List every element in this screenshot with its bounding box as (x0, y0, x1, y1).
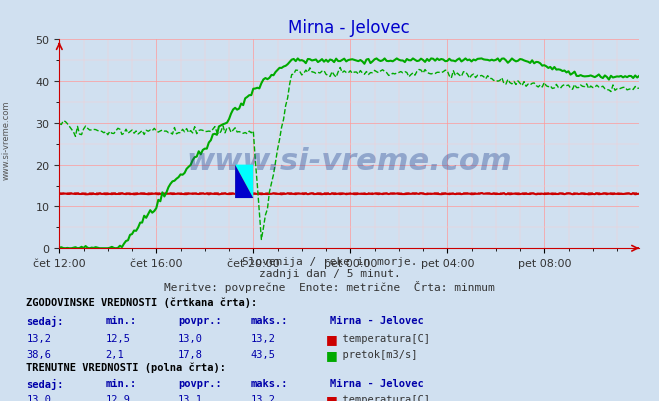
Text: sedaj:: sedaj: (26, 378, 64, 389)
Text: ■: ■ (326, 348, 338, 361)
Text: sedaj:: sedaj: (26, 315, 64, 326)
Text: temperatura[C]: temperatura[C] (330, 333, 430, 343)
Text: zadnji dan / 5 minut.: zadnji dan / 5 minut. (258, 269, 401, 279)
Text: temperatura[C]: temperatura[C] (330, 394, 430, 401)
Text: povpr.:: povpr.: (178, 315, 221, 325)
Text: 43,5: 43,5 (250, 349, 275, 359)
FancyBboxPatch shape (235, 165, 253, 198)
Text: min.:: min.: (105, 315, 136, 325)
Text: min.:: min.: (105, 378, 136, 388)
Text: 2,1: 2,1 (105, 349, 124, 359)
Polygon shape (235, 165, 253, 198)
Text: maks.:: maks.: (250, 378, 288, 388)
Text: maks.:: maks.: (250, 315, 288, 325)
Text: www.si-vreme.com: www.si-vreme.com (2, 101, 11, 180)
Text: 13,2: 13,2 (250, 333, 275, 343)
Text: ZGODOVINSKE VREDNOSTI (črtkana črta):: ZGODOVINSKE VREDNOSTI (črtkana črta): (26, 297, 258, 307)
Text: ■: ■ (326, 393, 338, 401)
Text: 13,2: 13,2 (250, 394, 275, 401)
Text: 12,5: 12,5 (105, 333, 130, 343)
Text: 13,2: 13,2 (26, 333, 51, 343)
Text: 13,1: 13,1 (178, 394, 203, 401)
Text: Meritve: povprečne  Enote: metrične  Črta: minmum: Meritve: povprečne Enote: metrične Črta:… (164, 281, 495, 293)
Text: ■: ■ (326, 332, 338, 345)
Text: 38,6: 38,6 (26, 349, 51, 359)
Text: 12,9: 12,9 (105, 394, 130, 401)
Text: Mirna - Jelovec: Mirna - Jelovec (330, 378, 423, 388)
Text: Mirna - Jelovec: Mirna - Jelovec (330, 315, 423, 325)
Text: www.si-vreme.com: www.si-vreme.com (186, 147, 512, 176)
Text: 17,8: 17,8 (178, 349, 203, 359)
Text: 13,0: 13,0 (178, 333, 203, 343)
Text: TRENUTNE VREDNOSTI (polna črta):: TRENUTNE VREDNOSTI (polna črta): (26, 362, 226, 372)
Text: 13,0: 13,0 (26, 394, 51, 401)
Polygon shape (235, 165, 253, 198)
Text: pretok[m3/s]: pretok[m3/s] (330, 349, 417, 359)
Text: povpr.:: povpr.: (178, 378, 221, 388)
Text: Slovenija / reke in morje.: Slovenija / reke in morje. (242, 257, 417, 267)
Title: Mirna - Jelovec: Mirna - Jelovec (289, 19, 410, 37)
